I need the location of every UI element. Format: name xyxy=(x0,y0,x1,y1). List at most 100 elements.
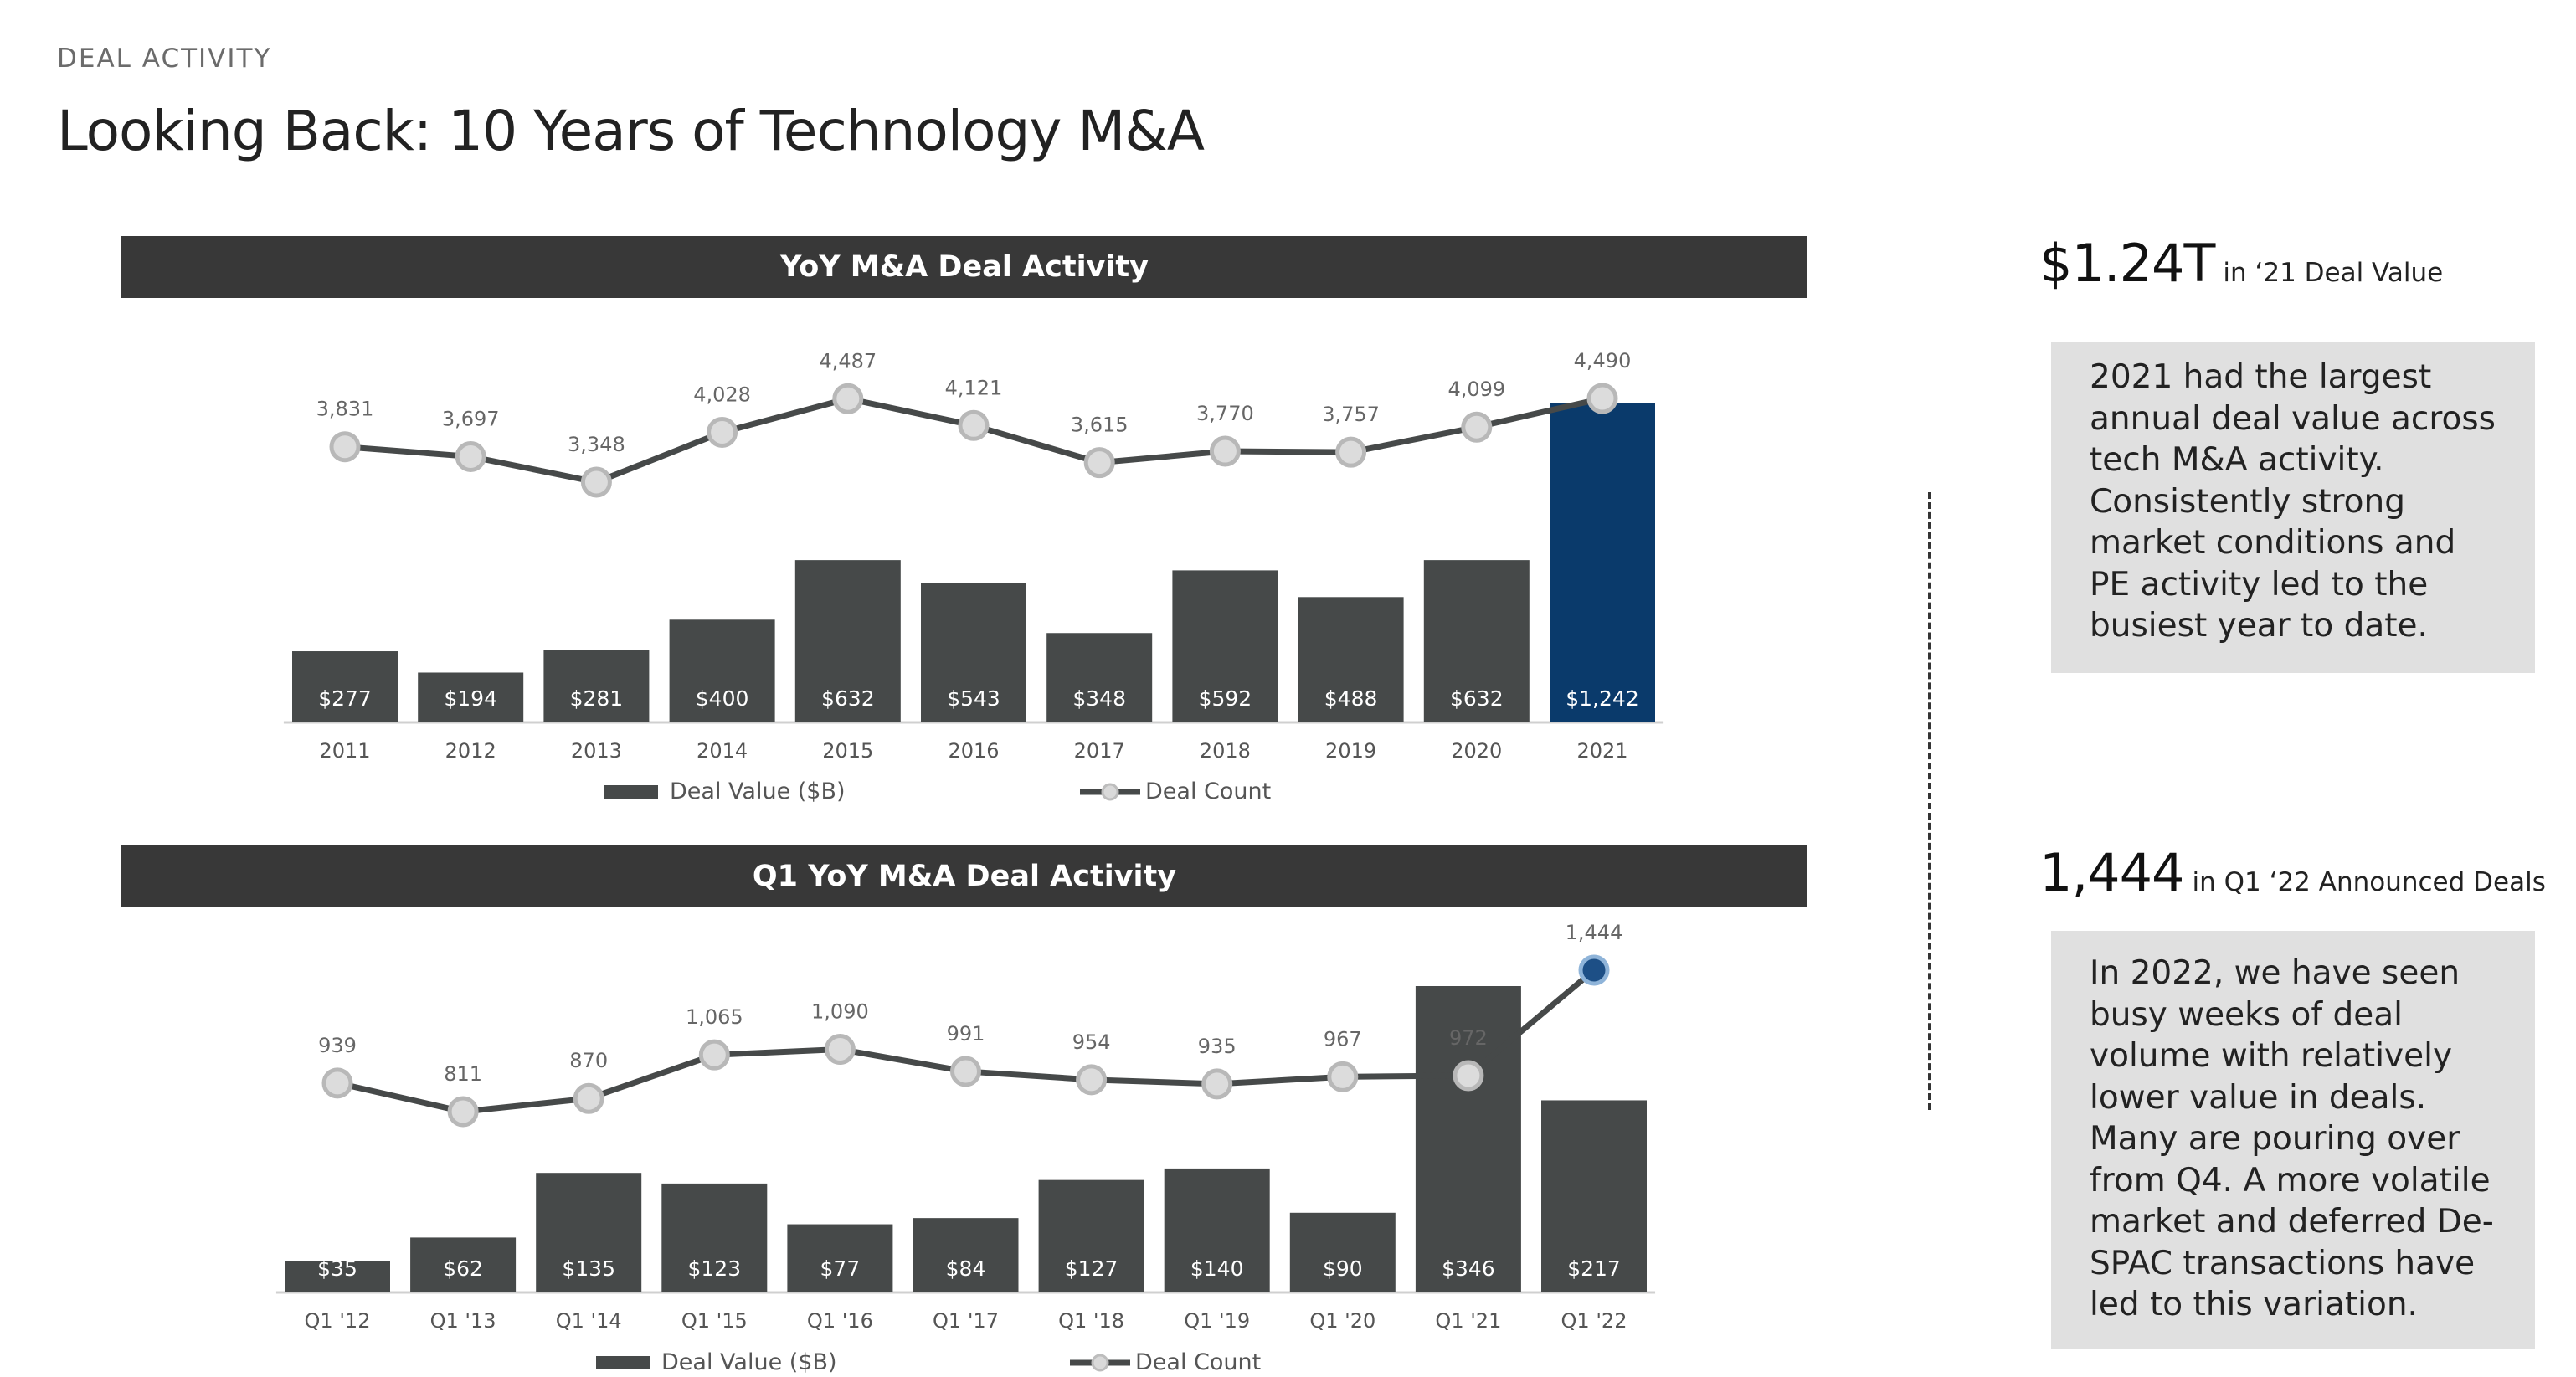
chart2-legend-value-label: Deal Value ($B) xyxy=(661,1349,837,1375)
chart2-count-point xyxy=(824,1034,856,1066)
chart2-count-point xyxy=(447,1096,479,1128)
line-marker-icon xyxy=(1070,1354,1130,1371)
chart2-tick-label: Q1 '19 xyxy=(1184,1309,1250,1333)
chart2-legend-count-label: Deal Count xyxy=(1135,1349,1262,1375)
chart2-count-point xyxy=(573,1082,604,1114)
chart1-count-label: 3,348 xyxy=(568,433,625,456)
chart2-bar-label: $135 xyxy=(562,1256,615,1281)
chart1-count-point xyxy=(1461,411,1493,443)
chart2-tick-label: Q1 '16 xyxy=(807,1309,873,1333)
chart1-bar xyxy=(1172,570,1278,722)
chart2-legend-count: Deal Count xyxy=(1070,1349,1261,1375)
chart1-tick-label: 2017 xyxy=(1074,739,1125,763)
chart1-legend-value-label: Deal Value ($B) xyxy=(670,778,846,804)
chart1-bar xyxy=(1423,560,1530,722)
chart1-bar xyxy=(794,560,901,722)
chart1-bar-label: $400 xyxy=(696,686,749,711)
chart2-bar-label: $77 xyxy=(820,1256,861,1281)
chart1-count-label: 3,615 xyxy=(1071,414,1129,437)
chart2-legend-value: Deal Value ($B) xyxy=(596,1349,837,1375)
chart1-count-point xyxy=(1586,383,1618,414)
chart2-tick-label: Q1 '22 xyxy=(1561,1309,1627,1333)
chart1-tick-label: 2020 xyxy=(1451,739,1502,763)
chart2-count-label: 939 xyxy=(318,1034,357,1057)
chart2-count-point xyxy=(1076,1064,1108,1096)
chart2-bar xyxy=(1164,1168,1270,1292)
chart1-bar-label: $592 xyxy=(1199,686,1252,711)
chart1-tick-label: 2015 xyxy=(822,739,873,763)
chart2-count-label: 811 xyxy=(444,1062,482,1086)
chart2-count-point xyxy=(321,1067,353,1099)
chart2-bar xyxy=(1541,1100,1647,1292)
chart1-tick-label: 2021 xyxy=(1576,739,1627,763)
chart2-tick-label: Q1 '14 xyxy=(556,1309,622,1333)
chart1-legend-count-label: Deal Count xyxy=(1145,778,1272,804)
chart2-bar-label: $90 xyxy=(1323,1256,1363,1281)
bar-swatch xyxy=(596,1355,650,1369)
chart1-bar xyxy=(543,650,650,722)
chart1-count-label: 4,487 xyxy=(819,349,877,373)
chart2-bar xyxy=(1038,1179,1144,1292)
chart1-bar xyxy=(1298,597,1404,722)
chart1-bar xyxy=(669,619,775,722)
chart1-bar xyxy=(921,583,1026,722)
chart2-tick-label: Q1 '21 xyxy=(1435,1309,1501,1333)
chart2-bar xyxy=(285,1261,390,1292)
chart1-bar-label: $281 xyxy=(570,686,624,711)
chart1-bar-label: $632 xyxy=(821,686,875,711)
chart2-count-point xyxy=(1201,1068,1233,1100)
chart1-bar xyxy=(418,672,524,722)
chart1-count-point xyxy=(1335,436,1367,468)
chart2-count-label: 1,444 xyxy=(1566,921,1623,944)
chart1-tick-label: 2014 xyxy=(697,739,748,763)
chart2-bar-label: $84 xyxy=(946,1256,986,1281)
chart2-bar xyxy=(1415,986,1521,1292)
chart1-bar-label: $348 xyxy=(1072,686,1126,711)
chart1-bar-label: $488 xyxy=(1324,686,1378,711)
chart2-tick-label: Q1 '12 xyxy=(305,1309,371,1333)
section-label: DEAL ACTIVITY xyxy=(57,44,272,74)
stat-caption: in ‘21 Deal Value xyxy=(2223,258,2444,288)
chart1-bar-label: $1,242 xyxy=(1566,686,1638,711)
chart1-count-label: 4,099 xyxy=(1447,378,1505,401)
chart2-bar-label: $217 xyxy=(1567,1256,1621,1281)
chart1-tick-label: 2011 xyxy=(319,739,370,763)
chart2-bar-label: $346 xyxy=(1442,1256,1495,1281)
chart2-count-label: 972 xyxy=(1449,1026,1488,1050)
chart1-count-label: 3,770 xyxy=(1196,402,1254,425)
chart1-bar-label: $632 xyxy=(1450,686,1504,711)
chart1-bar xyxy=(292,651,398,722)
dashed-divider xyxy=(1928,492,1931,1110)
page-title: Looking Back: 10 Years of Technology M&A xyxy=(57,99,1205,163)
chart2-bar-label: $140 xyxy=(1190,1256,1244,1281)
chart2-count-point xyxy=(950,1056,981,1087)
chart1-legend-count: Deal Count xyxy=(1080,778,1271,804)
stat-value: 1,444 xyxy=(2039,842,2184,903)
chart2-bar-label: $35 xyxy=(317,1256,357,1281)
chart1-count-label: 3,831 xyxy=(316,398,374,421)
chart2-bar xyxy=(913,1218,1019,1292)
chart2-count-point xyxy=(698,1039,730,1071)
chart1-tick-label: 2019 xyxy=(1325,739,1376,763)
chart1-header: YoY M&A Deal Activity xyxy=(121,236,1807,298)
chart1-bar xyxy=(1550,403,1655,722)
chart2-bar-label: $127 xyxy=(1065,1256,1118,1281)
chart2-bar xyxy=(787,1224,893,1292)
chart2-tick-label: Q1 '13 xyxy=(430,1309,496,1333)
chart2-tick-label: Q1 '15 xyxy=(681,1309,748,1333)
chart2-bar xyxy=(661,1183,768,1292)
chart1-tick-label: 2013 xyxy=(571,739,622,763)
chart1-bar-label: $543 xyxy=(947,686,1000,711)
chart1-bar-label: $277 xyxy=(318,686,372,711)
chart1-count-point xyxy=(1083,447,1115,479)
chart2-count-label: 954 xyxy=(1072,1030,1111,1054)
chart2-count-label: 1,065 xyxy=(686,1005,743,1029)
stat-caption: in Q1 ‘22 Announced Deals xyxy=(2192,867,2546,897)
chart2-tick-label: Q1 '17 xyxy=(933,1309,999,1333)
chart2-bar-label: $123 xyxy=(687,1256,741,1281)
chart2-bar xyxy=(410,1237,517,1292)
chart2-header: Q1 YoY M&A Deal Activity xyxy=(121,845,1807,907)
chart2-count-label: 870 xyxy=(569,1049,608,1072)
chart1-count-point xyxy=(832,383,864,414)
chart2-count-label: 967 xyxy=(1324,1027,1362,1051)
